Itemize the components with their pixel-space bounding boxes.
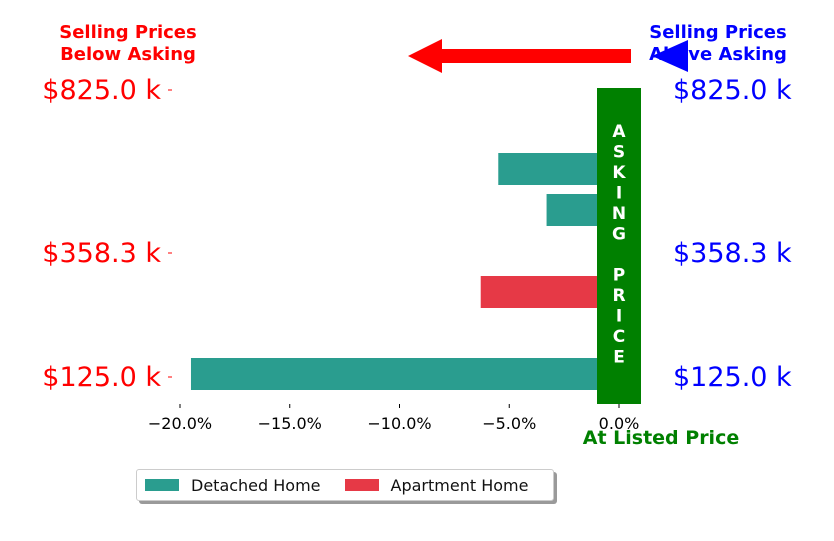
asking-price-letter: C (613, 327, 625, 347)
asking-price-letter: N (612, 204, 626, 224)
asking-price-letter: I (616, 184, 622, 204)
asking-price-band (597, 88, 641, 404)
at-listed-price-label: At Listed Price (583, 427, 739, 449)
above-arrow-head (652, 40, 688, 72)
asking-price-letter: P (613, 266, 625, 286)
x-tick-label: −15.0% (258, 414, 322, 433)
legend: Detached Home Apartment Home (136, 469, 554, 501)
asking-price-letter: I (616, 307, 622, 327)
asking-price-letter: K (612, 163, 626, 183)
left-price-label: $825.0 k (42, 75, 161, 106)
legend-label-detached: Detached Home (191, 475, 321, 495)
right-price-label: $358.3 k (673, 238, 792, 269)
x-tick-label: 0.0% (599, 414, 640, 433)
below-asking-label-line1: Selling Prices (59, 22, 196, 43)
asking-price-letter: E (613, 348, 625, 368)
asking-price-letter: G (612, 225, 626, 245)
below-asking-label-line2: Below Asking (60, 44, 196, 65)
bar-detached-home-6 (190, 358, 619, 390)
direction-arrow (408, 39, 631, 73)
asking-price-letter: S (613, 143, 625, 163)
bars-group (190, 113, 633, 390)
asking-price-letter: A (612, 122, 626, 142)
left-price-label: $125.0 k (42, 362, 161, 393)
legend-swatch-apartment (344, 479, 379, 491)
above-asking-label-line1: Selling Prices (649, 22, 786, 43)
y-axis-labels: $825.0 k $358.3 k $125.0 k $825.0 k $358.3 k… (42, 75, 792, 393)
right-price-label: $825.0 k (673, 75, 792, 106)
legend-item-detached: Detached Home (145, 476, 321, 495)
x-tick-label: −20.0% (148, 414, 212, 433)
asking-price-letter: R (612, 286, 625, 306)
x-tick-label: −10.0% (367, 414, 431, 433)
legend-item-apartment: Apartment Home (344, 475, 529, 495)
right-price-label: $125.0 k (673, 362, 792, 393)
x-tick-label: −5.0% (482, 414, 536, 433)
bar-apartment-home-4 (480, 276, 619, 308)
x-axis: −20.0% −15.0% −10.0% −5.0% 0.0% (148, 404, 639, 433)
left-price-label: $358.3 k (42, 238, 161, 269)
legend-swatch-detached (145, 479, 179, 491)
legend-label-apartment: Apartment Home (390, 475, 529, 495)
